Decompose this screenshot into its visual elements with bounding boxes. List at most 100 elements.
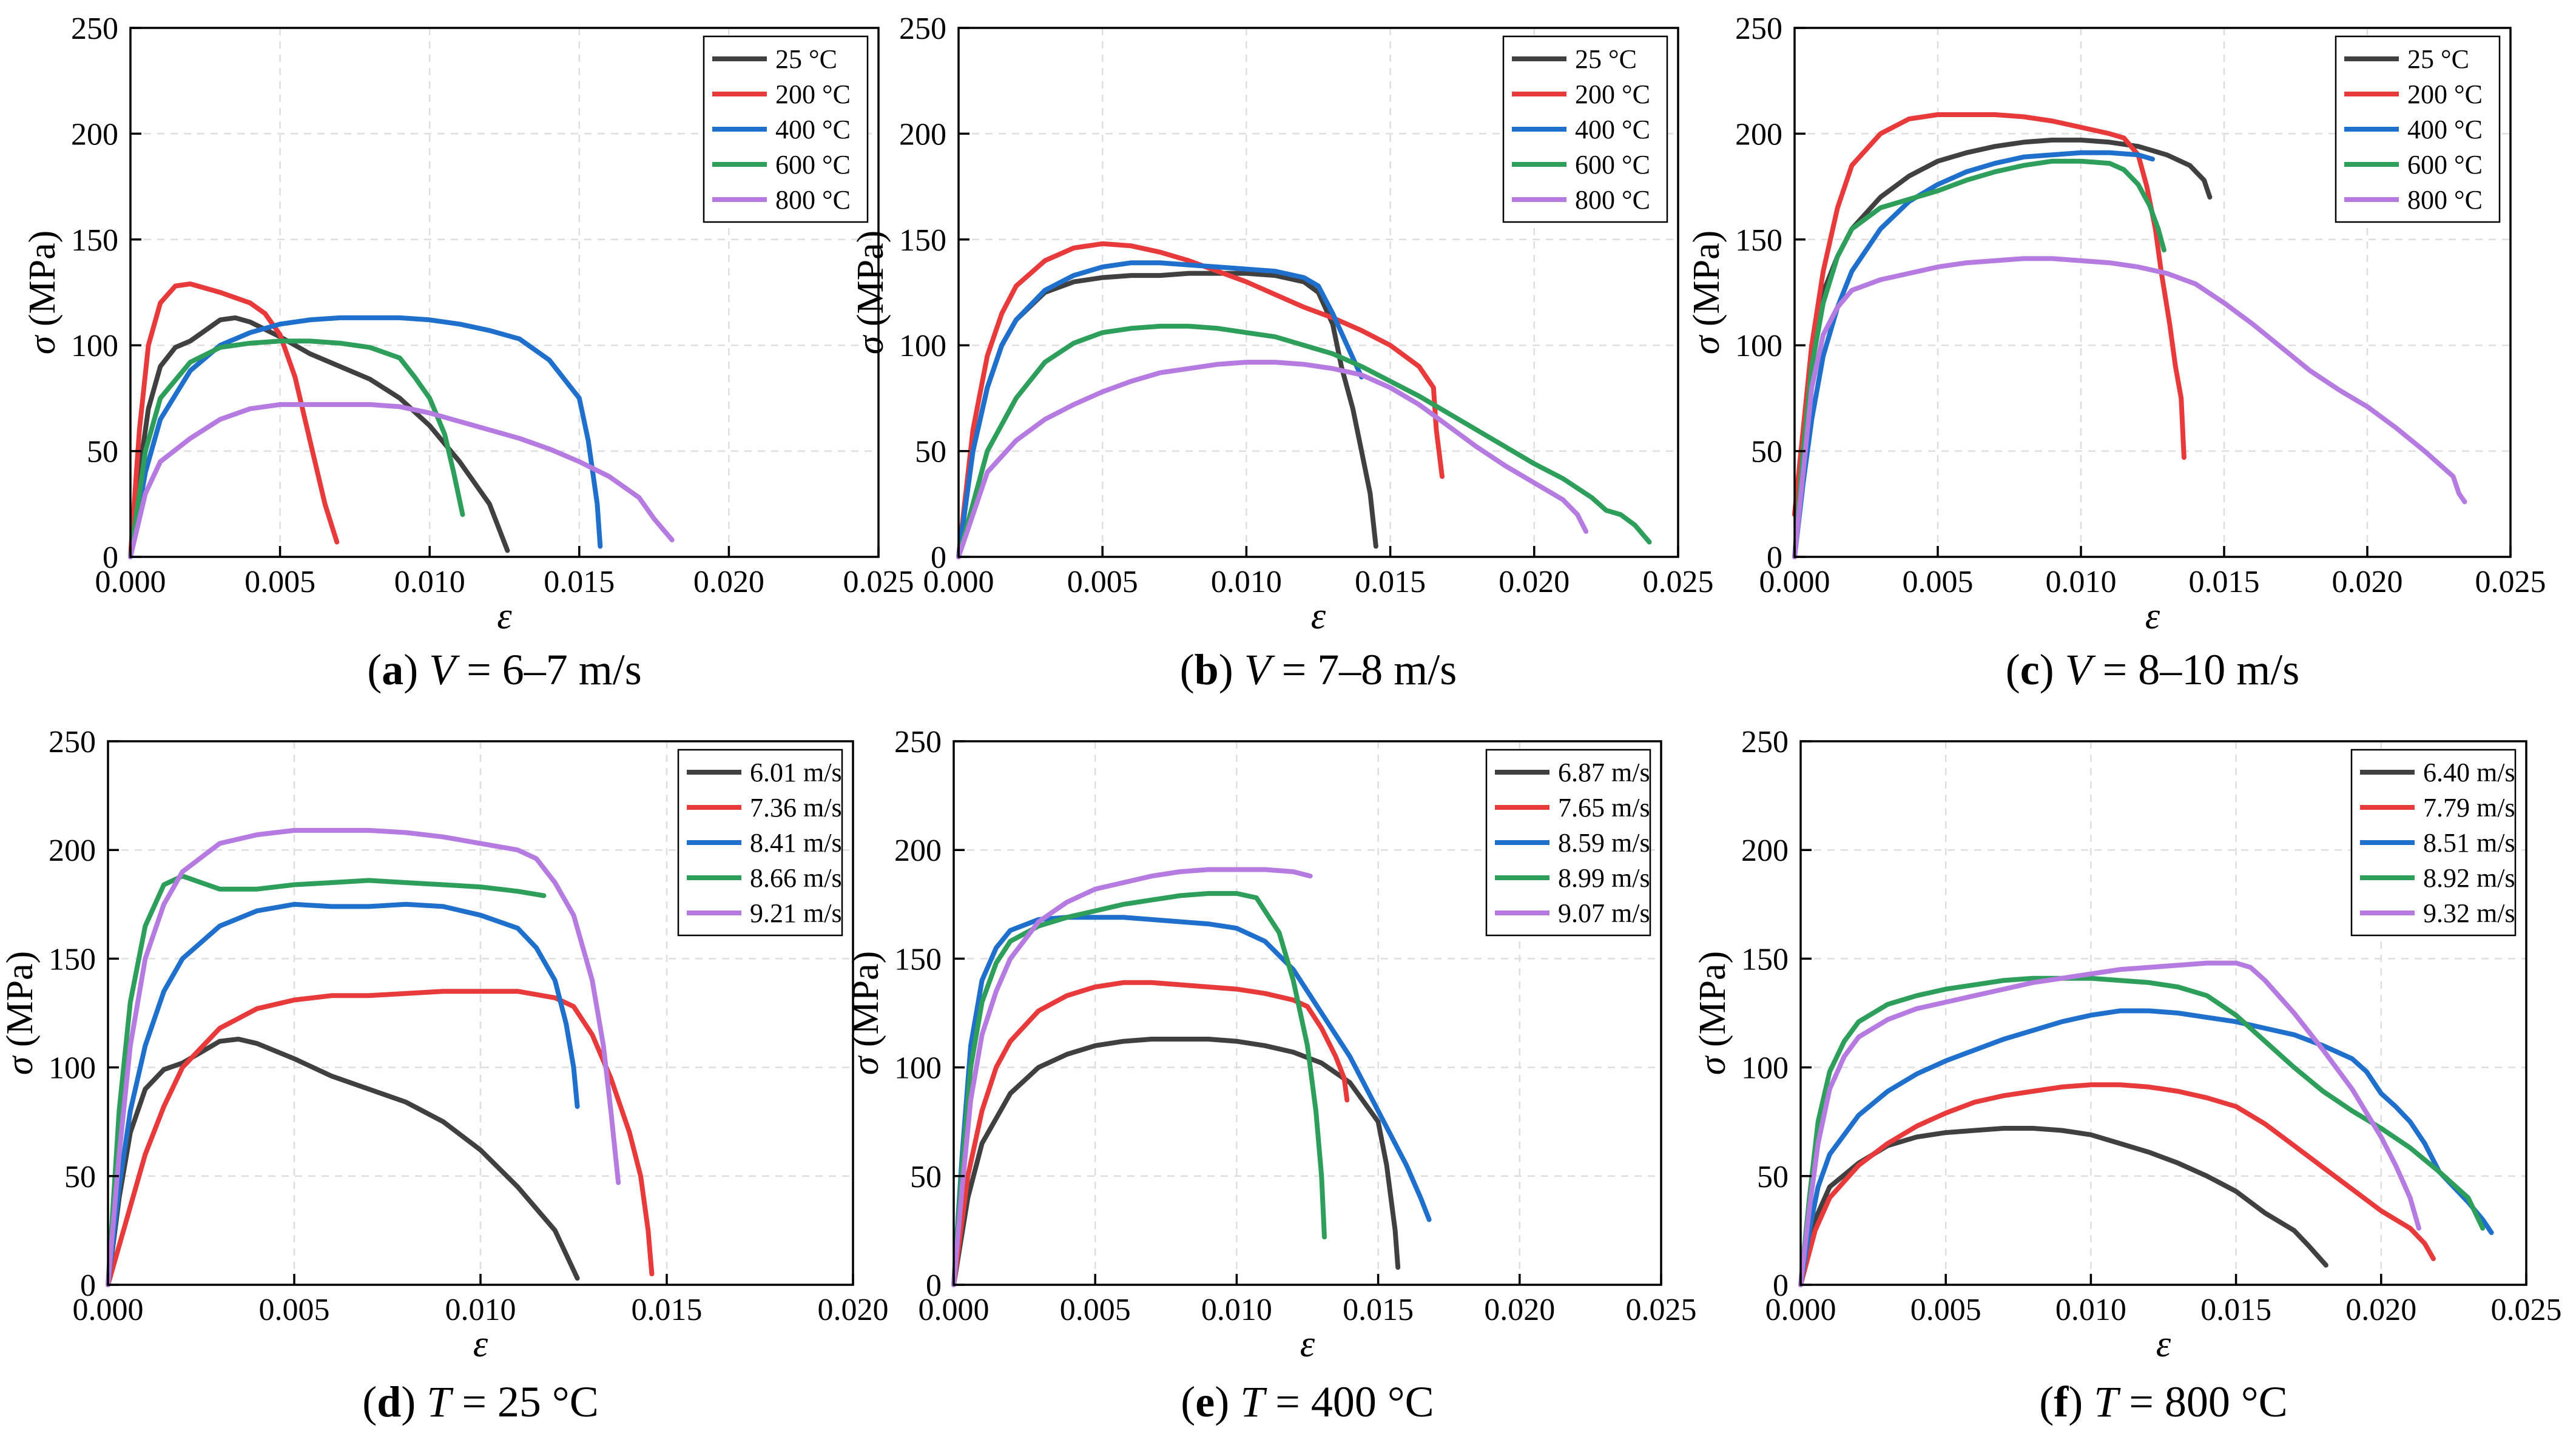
x-tick-label: 0.005 <box>1903 565 1974 599</box>
y-tick-label: 250 <box>1741 725 1789 759</box>
panel-caption: (a) V = 6–7 m/s <box>367 645 642 694</box>
x-tick-label: 0.015 <box>2200 1293 2271 1327</box>
x-axis-label: ε <box>1311 596 1326 637</box>
series-line-5 <box>951 867 1313 1287</box>
y-tick-label: 100 <box>894 1051 942 1086</box>
legend-label: 6.40 m/s <box>2423 758 2515 787</box>
legend: 25 °C 200 °C 400 °C 600 °C 800 °C <box>703 35 869 223</box>
x-tick-label: 0.000 <box>923 565 994 599</box>
series-line-4 <box>1792 158 2166 559</box>
panel-caption: (d) T = 25 °C <box>362 1378 598 1426</box>
series-line-1 <box>106 1037 580 1287</box>
y-tick-label: 250 <box>1735 12 1782 46</box>
y-tick-label: 150 <box>894 942 942 977</box>
plot-frame <box>953 740 1662 1286</box>
series-line-2 <box>951 980 1350 1287</box>
y-tick-label: 0 <box>80 1268 96 1303</box>
legend-label: 600 °C <box>1575 150 1650 180</box>
legend-label: 800 °C <box>775 185 851 215</box>
legend-label: 7.79 m/s <box>2423 793 2515 823</box>
series-line-5 <box>106 827 621 1287</box>
legend-label: 600 °C <box>775 150 851 180</box>
x-tick-label: 0.015 <box>632 1293 703 1327</box>
plot-frame <box>957 27 1679 558</box>
legend: 6.87 m/s 7.65 m/s 8.59 m/s 8.99 m/s 9.07 m/s <box>1485 749 1651 937</box>
y-tick-label: 200 <box>894 833 942 868</box>
legend-label: 8.41 m/s <box>750 828 842 858</box>
panel-d: 0.000 0.005 0.010 0.015 0.020 0 50 100 150 200 250… <box>0 725 889 1426</box>
y-tick-label: 0 <box>931 540 946 575</box>
panel-c: 0.000 0.005 0.010 0.015 0.020 0.025 0 50 100 150 2… <box>1686 12 2546 694</box>
x-axis-label: ε <box>473 1324 488 1365</box>
y-tick-label: 100 <box>49 1051 96 1086</box>
y-axis-label: σ (MPa) <box>845 951 886 1076</box>
x-tick-label: 0.010 <box>2046 565 2117 599</box>
x-tick-label: 0.005 <box>244 565 315 599</box>
x-tick-label: 0.015 <box>2189 565 2260 599</box>
legend-label: 200 °C <box>775 79 851 109</box>
plot-frame <box>1799 740 2527 1286</box>
x-tick-label: 0.005 <box>1910 1293 1981 1327</box>
legend-label: 8.99 m/s <box>1558 863 1650 893</box>
y-tick-label: 50 <box>1757 1160 1789 1194</box>
x-tick-label: 0.005 <box>1067 565 1138 599</box>
series-line-5 <box>1798 960 2421 1287</box>
x-tick-label: 0.000 <box>1759 565 1830 599</box>
series-line-1 <box>128 315 510 559</box>
series-line-3 <box>951 915 1432 1287</box>
legend-label: 9.07 m/s <box>1558 898 1650 928</box>
y-tick-label: 100 <box>1741 1051 1789 1086</box>
y-tick-label: 100 <box>899 329 946 363</box>
series-line-4 <box>1798 975 2486 1287</box>
y-tick-label: 200 <box>1741 833 1789 868</box>
series-line-4 <box>956 323 1652 559</box>
panel-caption: (e) T = 400 °C <box>1181 1378 1434 1426</box>
panel-a: 0.000 0.005 0.010 0.015 0.020 0.025 0 50 100 150 2… <box>22 12 914 694</box>
legend-label: 400 °C <box>775 115 851 144</box>
series-line-2 <box>106 989 655 1287</box>
y-tick-label: 200 <box>49 833 96 868</box>
x-axis-label: ε <box>2145 596 2160 637</box>
legend-label: 6.87 m/s <box>1558 758 1650 787</box>
x-axis-label: ε <box>1300 1324 1315 1365</box>
y-tick-label: 200 <box>899 117 946 152</box>
panel-caption: (b) V = 7–8 m/s <box>1180 645 1457 694</box>
panel-f: 0.000 0.005 0.010 0.015 0.020 0.025 0 50 100 150 2… <box>1692 725 2562 1426</box>
legend-label: 800 °C <box>2407 185 2483 215</box>
legend-label: 25 °C <box>2407 44 2469 74</box>
y-tick-label: 250 <box>899 12 946 46</box>
y-axis-label: σ (MPa) <box>0 951 41 1076</box>
series-line-5 <box>956 360 1589 559</box>
panel-caption: (f) T = 800 °C <box>2039 1378 2287 1426</box>
legend-label: 800 °C <box>1575 185 1650 215</box>
x-tick-label: 0.010 <box>394 565 465 599</box>
y-tick-label: 200 <box>71 117 118 152</box>
x-tick-label: 0.000 <box>1765 1293 1836 1327</box>
series-line-2 <box>1792 112 2187 517</box>
y-tick-label: 0 <box>1767 540 1782 575</box>
legend-label: 25 °C <box>1575 44 1637 74</box>
x-tick-label: 0.020 <box>2332 565 2403 599</box>
series-line-3 <box>1798 1008 2494 1287</box>
y-tick-label: 150 <box>49 942 96 977</box>
legend-label: 200 °C <box>2407 79 2483 109</box>
x-tick-label: 0.010 <box>445 1293 516 1327</box>
y-axis-label: σ (MPa) <box>1692 951 1733 1076</box>
y-tick-label: 50 <box>910 1160 942 1194</box>
x-tick-label: 0.015 <box>1343 1293 1414 1327</box>
y-axis-label: σ (MPa) <box>850 231 891 355</box>
legend-label: 8.92 m/s <box>2423 863 2515 893</box>
x-tick-label: 0.020 <box>693 565 764 599</box>
x-tick-label: 0.015 <box>544 565 615 599</box>
series-line-3 <box>128 315 603 559</box>
legend-label: 8.66 m/s <box>750 863 842 893</box>
legend: 25 °C 200 °C 400 °C 600 °C 800 °C <box>1502 35 1668 223</box>
x-tick-label: 0.025 <box>2475 565 2546 599</box>
y-tick-label: 0 <box>103 540 118 575</box>
plot-frame <box>129 27 880 558</box>
y-tick-label: 50 <box>915 435 946 470</box>
x-tick-label: 0.015 <box>1355 565 1426 599</box>
y-tick-label: 100 <box>1735 329 1782 363</box>
series-line-1 <box>1792 137 2213 517</box>
